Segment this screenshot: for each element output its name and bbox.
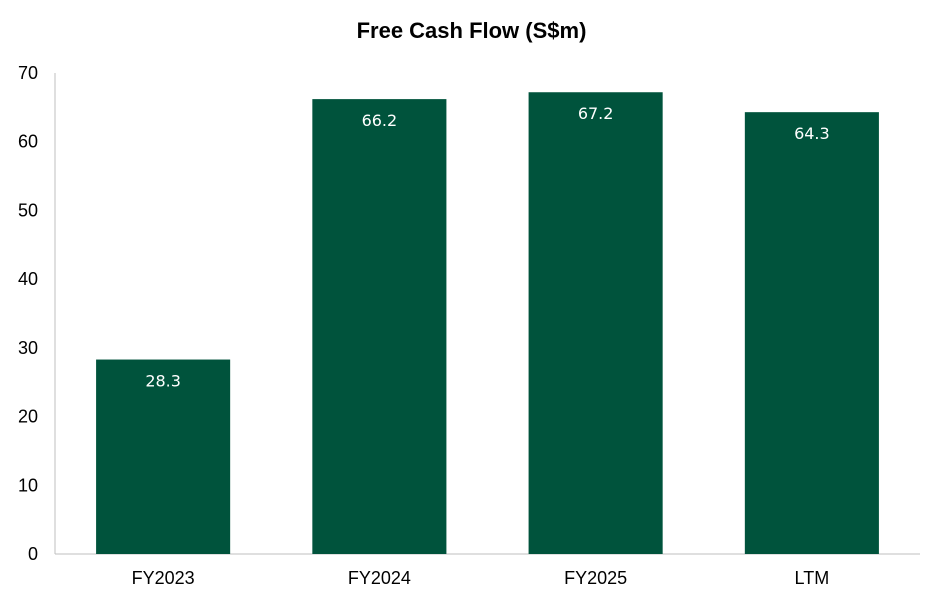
y-tick-label: 70 xyxy=(18,63,38,83)
bar-fy2023 xyxy=(96,359,231,554)
data-labels: 28.3 66.2 67.2 64.3 xyxy=(145,104,829,390)
y-tick-label: 60 xyxy=(18,132,38,152)
x-tick-label-fy2023: FY2023 xyxy=(132,568,195,588)
y-tick-label: 40 xyxy=(18,269,38,289)
data-label-fy2025: 67.2 xyxy=(578,104,614,123)
data-label-fy2023: 28.3 xyxy=(145,372,181,391)
x-axis: FY2023 FY2024 FY2025 LTM xyxy=(55,553,920,588)
y-tick-label: 0 xyxy=(28,544,38,564)
y-axis: 0 10 20 30 40 50 60 70 xyxy=(18,63,56,564)
bar-fy2025 xyxy=(528,92,663,555)
y-tick-label: 50 xyxy=(18,200,38,220)
y-tick-label: 30 xyxy=(18,338,38,358)
x-tick-label-fy2024: FY2024 xyxy=(348,568,411,588)
bar-fy2024 xyxy=(312,99,447,555)
x-tick-label-ltm: LTM xyxy=(795,568,830,588)
y-tick-label: 20 xyxy=(18,407,38,427)
x-tick-label-fy2025: FY2025 xyxy=(564,568,627,588)
y-tick-label: 10 xyxy=(18,475,38,495)
chart-title: Free Cash Flow (S$m) xyxy=(356,18,587,43)
data-label-ltm: 64.3 xyxy=(794,124,830,143)
data-label-fy2024: 66.2 xyxy=(362,111,398,130)
bars xyxy=(96,92,879,555)
bar-ltm xyxy=(744,112,879,554)
